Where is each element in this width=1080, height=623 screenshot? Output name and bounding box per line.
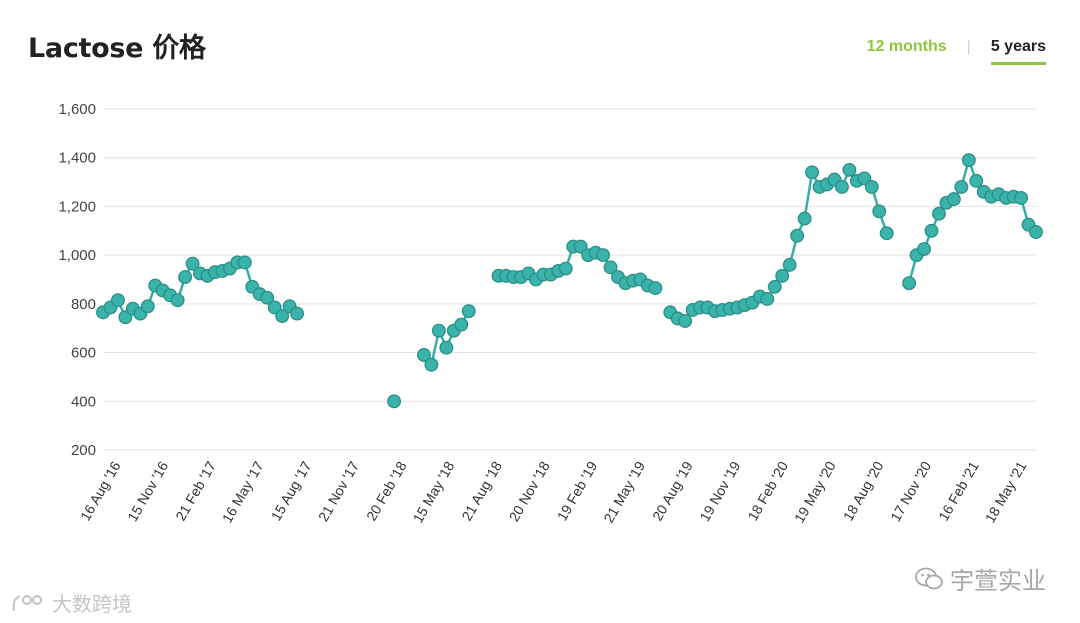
data-point[interactable] (961, 153, 976, 168)
data-point[interactable] (603, 260, 618, 275)
x-tick-label: 19 May '20 (791, 458, 839, 525)
data-point[interactable] (461, 304, 476, 319)
page-title: Lactose 价格 (28, 33, 206, 64)
x-tick-label: 20 Nov '18 (506, 458, 553, 524)
range-tabs: 12 months | 5 years (867, 38, 1046, 65)
data-point[interactable] (140, 299, 155, 314)
data-point[interactable] (454, 317, 469, 332)
y-tick-label: 1,200 (58, 198, 96, 215)
x-tick-label: 15 May '18 (409, 458, 457, 525)
data-point[interactable] (1014, 190, 1029, 205)
x-tick-label: 16 Feb '21 (935, 458, 982, 523)
watermark-right-text: 宇萱实业 (950, 567, 1046, 595)
data-point[interactable] (110, 293, 125, 308)
data-point[interactable] (387, 394, 402, 409)
data-point[interactable] (946, 192, 961, 207)
data-point[interactable] (424, 357, 439, 372)
y-tick-label: 600 (71, 345, 96, 362)
data-point[interactable] (178, 270, 193, 285)
watermark-right: 宇萱实业 (914, 561, 1046, 596)
x-tick-label: 15 Nov '16 (124, 458, 171, 524)
x-tick-label: 16 Aug '16 (77, 458, 124, 523)
data-point[interactable] (969, 173, 984, 188)
data-point[interactable] (805, 165, 820, 180)
data-point[interactable] (775, 268, 790, 283)
y-tick-label: 200 (71, 442, 96, 459)
grid-lines (103, 108, 1036, 451)
data-point[interactable] (237, 255, 252, 270)
data-point[interactable] (902, 276, 917, 291)
x-tick-label: 20 Feb '18 (363, 458, 410, 523)
data-point[interactable] (917, 242, 931, 257)
y-tick-label: 400 (71, 393, 96, 410)
data-point[interactable] (879, 226, 894, 241)
x-tick-label: 19 Nov '19 (696, 458, 743, 524)
data-point[interactable] (767, 279, 782, 294)
data-point[interactable] (954, 179, 969, 194)
logo-icon (12, 594, 42, 611)
x-tick-label: 16 May '17 (219, 458, 267, 525)
tab-5-years[interactable]: 5 years (990, 38, 1046, 65)
x-tick-label: 21 Aug '18 (458, 458, 505, 523)
x-tick-label: 21 Nov '17 (315, 458, 362, 524)
tab-12-months[interactable]: 12 months (866, 38, 947, 55)
data-point[interactable] (790, 228, 805, 243)
x-tick-label: 15 Aug '17 (268, 458, 315, 523)
data-point[interactable] (170, 293, 185, 308)
data-point[interactable] (760, 292, 775, 306)
wechat-icon (915, 567, 943, 589)
data-point[interactable] (864, 179, 879, 194)
series-line (669, 168, 888, 323)
watermark-left-text: 大数跨境 (52, 592, 132, 616)
data-point[interactable] (797, 211, 812, 226)
x-tick-label: 20 Aug '19 (649, 458, 696, 523)
x-tick-label: 19 Feb '19 (554, 458, 601, 523)
y-tick-label: 800 (71, 296, 96, 313)
data-point[interactable] (932, 206, 946, 221)
data-point[interactable] (558, 261, 573, 276)
data-point[interactable] (1029, 225, 1043, 239)
x-tick-label: 18 Feb '20 (744, 458, 791, 523)
data-point[interactable] (439, 340, 454, 355)
data-point[interactable] (260, 290, 275, 305)
watermark-left: 大数跨境 (10, 588, 132, 617)
data-point[interactable] (872, 204, 887, 219)
x-tick-label: 21 May '19 (600, 458, 648, 525)
y-tick-label: 1,600 (58, 101, 96, 118)
data-point[interactable] (596, 248, 611, 263)
x-tick-label: 17 Nov '20 (887, 458, 934, 524)
data-point[interactable] (834, 179, 849, 194)
data-point[interactable] (842, 162, 857, 177)
x-tick-label: 21 Feb '17 (172, 458, 219, 523)
data-point[interactable] (648, 281, 663, 295)
data-point[interactable] (924, 223, 939, 238)
y-tick-label: 1,000 (58, 247, 96, 264)
data-point[interactable] (678, 313, 693, 328)
tab-divider: | (966, 38, 971, 55)
data-point[interactable] (417, 348, 431, 362)
data-point[interactable] (185, 256, 200, 271)
y-tick-label: 1,400 (58, 150, 96, 167)
data-point[interactable] (782, 257, 797, 272)
x-axis: 16 Aug '16 15 Nov '16 21 Feb '17 16 May '17… (77, 458, 1030, 525)
data-point[interactable] (275, 309, 290, 323)
data-point[interactable] (431, 323, 446, 338)
x-tick-label: 18 Aug '20 (840, 458, 887, 523)
y-axis: 200 400 600 800 1,000 1,200 1,400 1,600 (58, 101, 96, 459)
data-point[interactable] (290, 306, 305, 321)
x-tick-label: 18 May '21 (982, 458, 1030, 525)
series-points (96, 153, 1043, 409)
